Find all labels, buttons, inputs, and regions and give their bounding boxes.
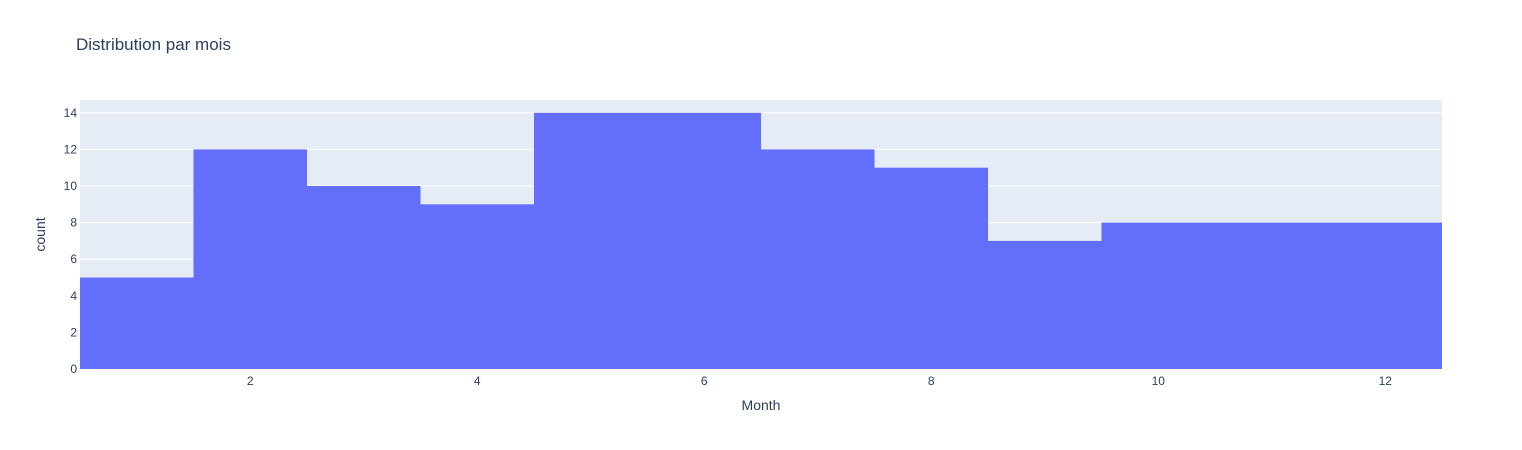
histogram-bar <box>307 186 421 369</box>
histogram-bar <box>1101 222 1215 369</box>
y-tick-label: 6 <box>70 252 77 266</box>
x-tick-label: 6 <box>701 374 708 388</box>
x-tick-label: 10 <box>1152 374 1166 388</box>
y-tick-label: 2 <box>70 325 77 339</box>
histogram-bar <box>988 240 1102 369</box>
y-tick-label: 12 <box>64 142 78 156</box>
y-tick-label: 14 <box>64 106 78 120</box>
x-tick-label: 2 <box>247 374 254 388</box>
y-axis-title: count <box>32 217 48 251</box>
histogram-bar <box>874 167 988 369</box>
x-axis-title: Month <box>742 397 781 413</box>
histogram-bar <box>80 277 194 369</box>
histogram-bar <box>193 149 307 369</box>
histogram-bar <box>1328 222 1442 369</box>
y-tick-label: 4 <box>70 289 77 303</box>
histogram-bar <box>1215 222 1329 369</box>
bars <box>80 112 1442 370</box>
histogram-bar <box>761 149 875 369</box>
x-axis-ticks: 2 4 6 8 10 12 <box>247 374 1392 388</box>
x-tick-label: 12 <box>1379 374 1393 388</box>
y-tick-label: 10 <box>64 179 78 193</box>
y-axis-ticks: 0 2 4 6 8 10 12 14 <box>64 106 78 376</box>
x-tick-label: 4 <box>474 374 481 388</box>
y-tick-label: 0 <box>70 362 77 376</box>
y-tick-label: 8 <box>70 216 77 230</box>
histogram-bar <box>420 204 534 369</box>
histogram-bar <box>534 112 648 370</box>
histogram-bar <box>647 112 761 370</box>
chart-title: Distribution par mois <box>76 35 231 54</box>
x-tick-label: 8 <box>928 374 935 388</box>
